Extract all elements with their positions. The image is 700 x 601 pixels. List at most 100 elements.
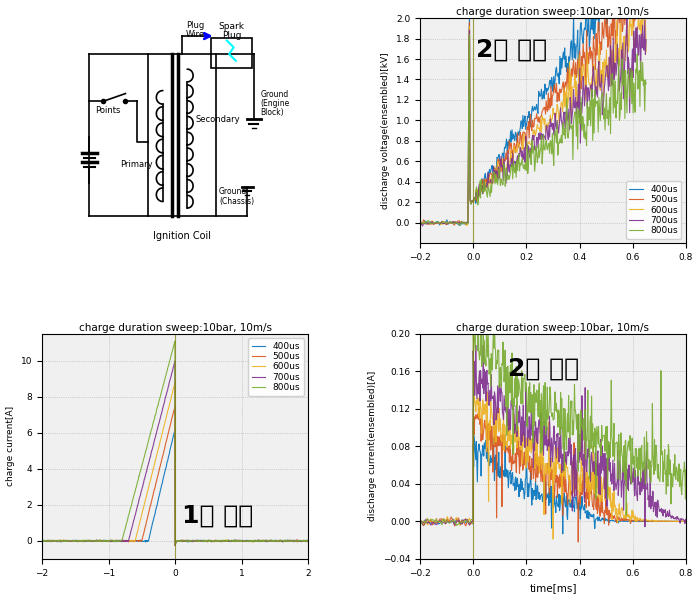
500us <box>491 430 500 438</box>
400us <box>535 88 543 95</box>
800us <box>637 76 645 83</box>
500us <box>208 538 216 545</box>
700us <box>617 46 626 53</box>
Line: 600us: 600us <box>42 383 308 545</box>
Y-axis label: charge current[A]: charge current[A] <box>6 406 15 486</box>
Line: 500us: 500us <box>420 13 646 225</box>
Text: Secondary: Secondary <box>195 115 240 124</box>
Line: 400us: 400us <box>420 435 686 534</box>
600us <box>171 379 179 386</box>
600us <box>617 62 626 69</box>
600us <box>499 154 508 162</box>
700us <box>171 358 179 365</box>
500us <box>416 219 424 227</box>
500us <box>642 14 650 22</box>
500us <box>267 537 276 545</box>
800us <box>634 79 643 87</box>
500us <box>240 538 248 545</box>
800us <box>466 31 474 38</box>
500us <box>512 469 521 476</box>
400us <box>559 530 567 537</box>
700us <box>642 36 650 43</box>
X-axis label: time[ms]: time[ms] <box>529 583 577 593</box>
Line: 800us: 800us <box>420 315 686 525</box>
Text: Block): Block) <box>260 108 284 117</box>
800us <box>304 537 312 545</box>
400us <box>512 486 521 493</box>
400us <box>618 9 626 16</box>
700us <box>637 31 645 38</box>
Text: Ground: Ground <box>260 90 289 99</box>
400us <box>171 426 179 433</box>
500us <box>682 517 690 525</box>
800us <box>573 103 581 111</box>
600us <box>682 517 690 525</box>
500us <box>535 114 543 121</box>
400us <box>582 9 590 16</box>
800us <box>492 365 500 373</box>
Line: 700us: 700us <box>420 19 646 226</box>
Line: 800us: 800us <box>42 341 308 545</box>
700us <box>528 433 536 440</box>
600us <box>528 436 536 444</box>
Text: 1차 전류: 1차 전류 <box>182 504 253 528</box>
700us <box>240 537 248 545</box>
500us <box>171 542 179 549</box>
600us <box>38 537 46 544</box>
500us <box>38 537 46 545</box>
400us <box>634 9 643 16</box>
500us <box>445 517 454 525</box>
Text: Plug: Plug <box>186 21 204 30</box>
800us <box>528 439 537 447</box>
Text: Primary: Primary <box>120 160 153 169</box>
600us <box>54 537 62 545</box>
400us <box>637 9 645 16</box>
500us <box>304 537 312 544</box>
400us <box>572 43 580 50</box>
800us <box>171 542 179 549</box>
800us <box>452 522 461 529</box>
800us <box>200 538 209 545</box>
Title: charge duration sweep:10bar, 10m/s: charge duration sweep:10bar, 10m/s <box>456 323 650 333</box>
700us <box>416 219 424 226</box>
800us <box>54 537 62 545</box>
600us <box>535 125 543 132</box>
500us <box>572 74 580 81</box>
500us <box>618 28 626 35</box>
700us <box>634 52 643 59</box>
Line: 800us: 800us <box>420 34 646 225</box>
800us <box>416 519 424 526</box>
800us <box>267 538 276 545</box>
Text: Wire: Wire <box>186 30 205 39</box>
400us <box>267 537 276 544</box>
500us <box>200 537 209 544</box>
600us <box>628 9 636 16</box>
800us <box>472 311 480 319</box>
800us <box>536 154 544 161</box>
Text: Ground: Ground <box>219 187 247 196</box>
500us <box>574 538 582 546</box>
600us <box>171 541 179 548</box>
700us <box>171 542 179 549</box>
700us <box>193 537 202 544</box>
Text: (Engine: (Engine <box>260 99 290 108</box>
Line: 700us: 700us <box>420 345 686 527</box>
Line: 400us: 400us <box>420 13 646 225</box>
700us <box>54 538 62 545</box>
600us <box>642 48 650 55</box>
Line: 600us: 600us <box>420 13 646 225</box>
600us <box>304 537 312 545</box>
800us <box>193 537 202 545</box>
Y-axis label: discharge current(ensembled)[A]: discharge current(ensembled)[A] <box>368 371 377 522</box>
800us <box>416 221 424 228</box>
700us <box>472 341 480 349</box>
400us <box>240 537 248 545</box>
600us <box>491 410 500 418</box>
800us <box>500 160 508 168</box>
700us <box>623 15 631 22</box>
Title: charge duration sweep:10bar, 10m/s: charge duration sweep:10bar, 10m/s <box>78 323 272 333</box>
Text: 2차 전압: 2차 전압 <box>476 38 547 62</box>
Text: Ignition Coil: Ignition Coil <box>153 231 211 240</box>
400us <box>54 537 62 545</box>
400us <box>416 219 424 227</box>
